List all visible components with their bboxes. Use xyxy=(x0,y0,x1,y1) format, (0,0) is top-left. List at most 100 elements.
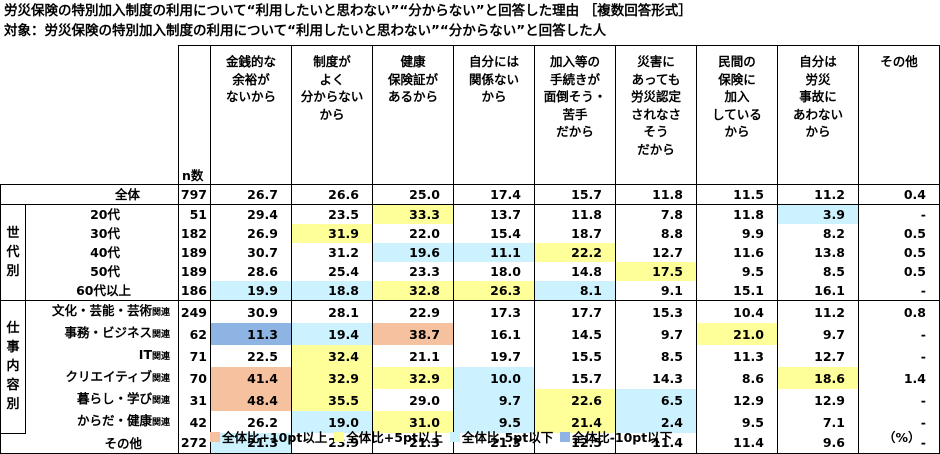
value-cell: 26.6 xyxy=(291,184,373,205)
value-cell: 17.5 xyxy=(615,262,697,281)
table-row: 50代 189 28.6 25.4 23.3 18.0 14.8 17.5 9.5 8.5 0.5 xyxy=(1,262,940,281)
row-label: 60代以上 xyxy=(25,281,179,301)
column-header-line: から xyxy=(319,106,345,122)
column-header-line: している xyxy=(712,106,762,122)
value-cell: 7.1 xyxy=(777,411,859,433)
legend-item: 全体比+10pt以上 xyxy=(210,427,327,446)
column-header-line: 面倒そう・ xyxy=(543,89,607,104)
value-cell: 23.3 xyxy=(372,262,454,281)
group-label-job: 仕事内容別 xyxy=(0,300,26,434)
legend-swatch xyxy=(334,431,345,442)
group-label-char: 容 xyxy=(6,378,20,394)
column-header-line: ないから xyxy=(225,89,276,104)
value-cell: 9.7 xyxy=(777,323,859,345)
value-cell: 22.9 xyxy=(372,300,454,323)
column-header-line: 加入等の xyxy=(549,54,600,69)
value-cell: 22.5 xyxy=(210,345,292,367)
value-cell: 22.6 xyxy=(534,389,616,411)
value-cell: 13.7 xyxy=(453,204,535,224)
value-cell: 9.1 xyxy=(615,281,697,301)
column-header: 加入等の 手続きが 面倒そう・ 苦手 だから xyxy=(534,45,616,185)
n-value: 62 xyxy=(178,323,211,345)
legend-label: 全体比+5pt以上 xyxy=(346,430,443,445)
n-value: 42 xyxy=(178,411,211,433)
value-cell: 0.8 xyxy=(858,300,940,323)
row-label-text: IT xyxy=(138,347,152,362)
n-value: 189 xyxy=(178,243,211,262)
row-label: 30代 xyxy=(25,224,179,243)
column-header-line: 健康 xyxy=(400,54,426,69)
value-cell: 22.0 xyxy=(372,224,454,243)
group-label-char: 別 xyxy=(6,264,20,279)
column-header-line: 保険証が xyxy=(387,71,438,87)
row-label-text: からだ・健康 xyxy=(76,413,152,428)
row-label-suffix: 関連 xyxy=(151,418,170,428)
column-header: 災害に あっても 労災認定 されなさ そう だから xyxy=(615,45,697,185)
n-value: 31 xyxy=(178,389,211,411)
value-cell: 18.7 xyxy=(534,224,616,243)
row-label-text: クリエイティブ xyxy=(65,369,152,384)
column-header-line: そう xyxy=(643,124,669,139)
row-label: 暮らし・学び関連 xyxy=(25,389,179,411)
column-header-line: 民間の xyxy=(718,54,756,69)
n-value: 797 xyxy=(178,184,211,205)
value-cell: 6.5 xyxy=(615,389,697,411)
value-cell: - xyxy=(858,204,940,224)
value-cell: 17.7 xyxy=(534,300,616,323)
value-cell: 15.5 xyxy=(534,345,616,367)
value-cell: 19.4 xyxy=(291,323,373,345)
column-header-line: から xyxy=(724,124,750,139)
row-label: クリエイティブ関連 xyxy=(25,367,179,389)
value-cell: 11.8 xyxy=(696,204,778,224)
legend: 全体比+10pt以上 全体比+5pt以上 全体比-5pt以下 全体比-10pt以下 xyxy=(210,427,679,446)
value-cell: 38.7 xyxy=(372,323,454,345)
row-label: 事務・ビジネス関連 xyxy=(25,323,179,345)
header-row: n数 金銭的な 余裕が ないから 制度が よく 分からない から 健康 保険証が あるから 自分には関… xyxy=(1,45,940,185)
value-cell: 28.6 xyxy=(210,262,292,281)
value-cell: - xyxy=(858,345,940,367)
value-cell: 13.8 xyxy=(777,243,859,262)
legend-swatch xyxy=(210,431,220,442)
value-cell: 18.0 xyxy=(453,262,535,281)
value-cell: 29.0 xyxy=(372,389,454,411)
value-cell: 14.5 xyxy=(534,323,616,345)
n-value: 272 xyxy=(178,433,211,454)
value-cell: 15.3 xyxy=(615,300,697,323)
column-header-line: 分からない xyxy=(300,89,364,104)
value-cell: 32.4 xyxy=(291,345,373,367)
value-cell: 48.4 xyxy=(210,389,292,411)
value-cell: 31.9 xyxy=(291,224,373,243)
legend-swatch xyxy=(449,431,460,442)
value-cell: - xyxy=(858,281,940,301)
legend-label: 全体比+10pt以上 xyxy=(222,430,328,445)
value-cell: 11.8 xyxy=(615,184,697,205)
column-header-line: 労災認定 xyxy=(630,89,681,104)
table-row: クリエイティブ関連 70 41.4 32.9 32.9 10.0 15.7 14.3 8.6 18… xyxy=(1,367,940,389)
row-label-text: 20代 xyxy=(90,207,120,222)
column-header-line: 制度が xyxy=(313,54,351,69)
value-cell: 0.4 xyxy=(858,184,940,205)
row-label: 50代 xyxy=(25,262,179,281)
value-cell: 2.4 xyxy=(615,411,697,433)
value-cell: 32.9 xyxy=(372,367,454,389)
value-cell: 11.3 xyxy=(210,323,292,345)
value-cell: 30.7 xyxy=(210,243,292,262)
value-cell: 0.5 xyxy=(858,262,940,281)
column-header-line: 自分は xyxy=(799,54,837,69)
value-cell: 8.8 xyxy=(615,224,697,243)
group-label-char: 世 xyxy=(6,226,20,241)
row-label-text: 50代 xyxy=(90,264,120,279)
value-cell: 33.3 xyxy=(372,204,454,224)
value-cell: 15.4 xyxy=(453,224,535,243)
column-header-line: 労災 xyxy=(805,71,831,87)
column-header-line: 苦手 xyxy=(562,106,588,122)
value-cell: 18.6 xyxy=(777,367,859,389)
value-cell: 8.1 xyxy=(534,281,616,301)
column-header-line: よく xyxy=(319,71,345,87)
value-cell: 16.1 xyxy=(453,323,535,345)
results-table: n数 金銭的な 余裕が ないから 制度が よく 分からない から 健康 保険証が あるから 自分には関… xyxy=(0,45,940,454)
header-blank xyxy=(1,46,179,185)
value-cell: 15.7 xyxy=(534,184,616,205)
n-value: 249 xyxy=(178,300,211,323)
value-cell: 11.2 xyxy=(777,300,859,323)
